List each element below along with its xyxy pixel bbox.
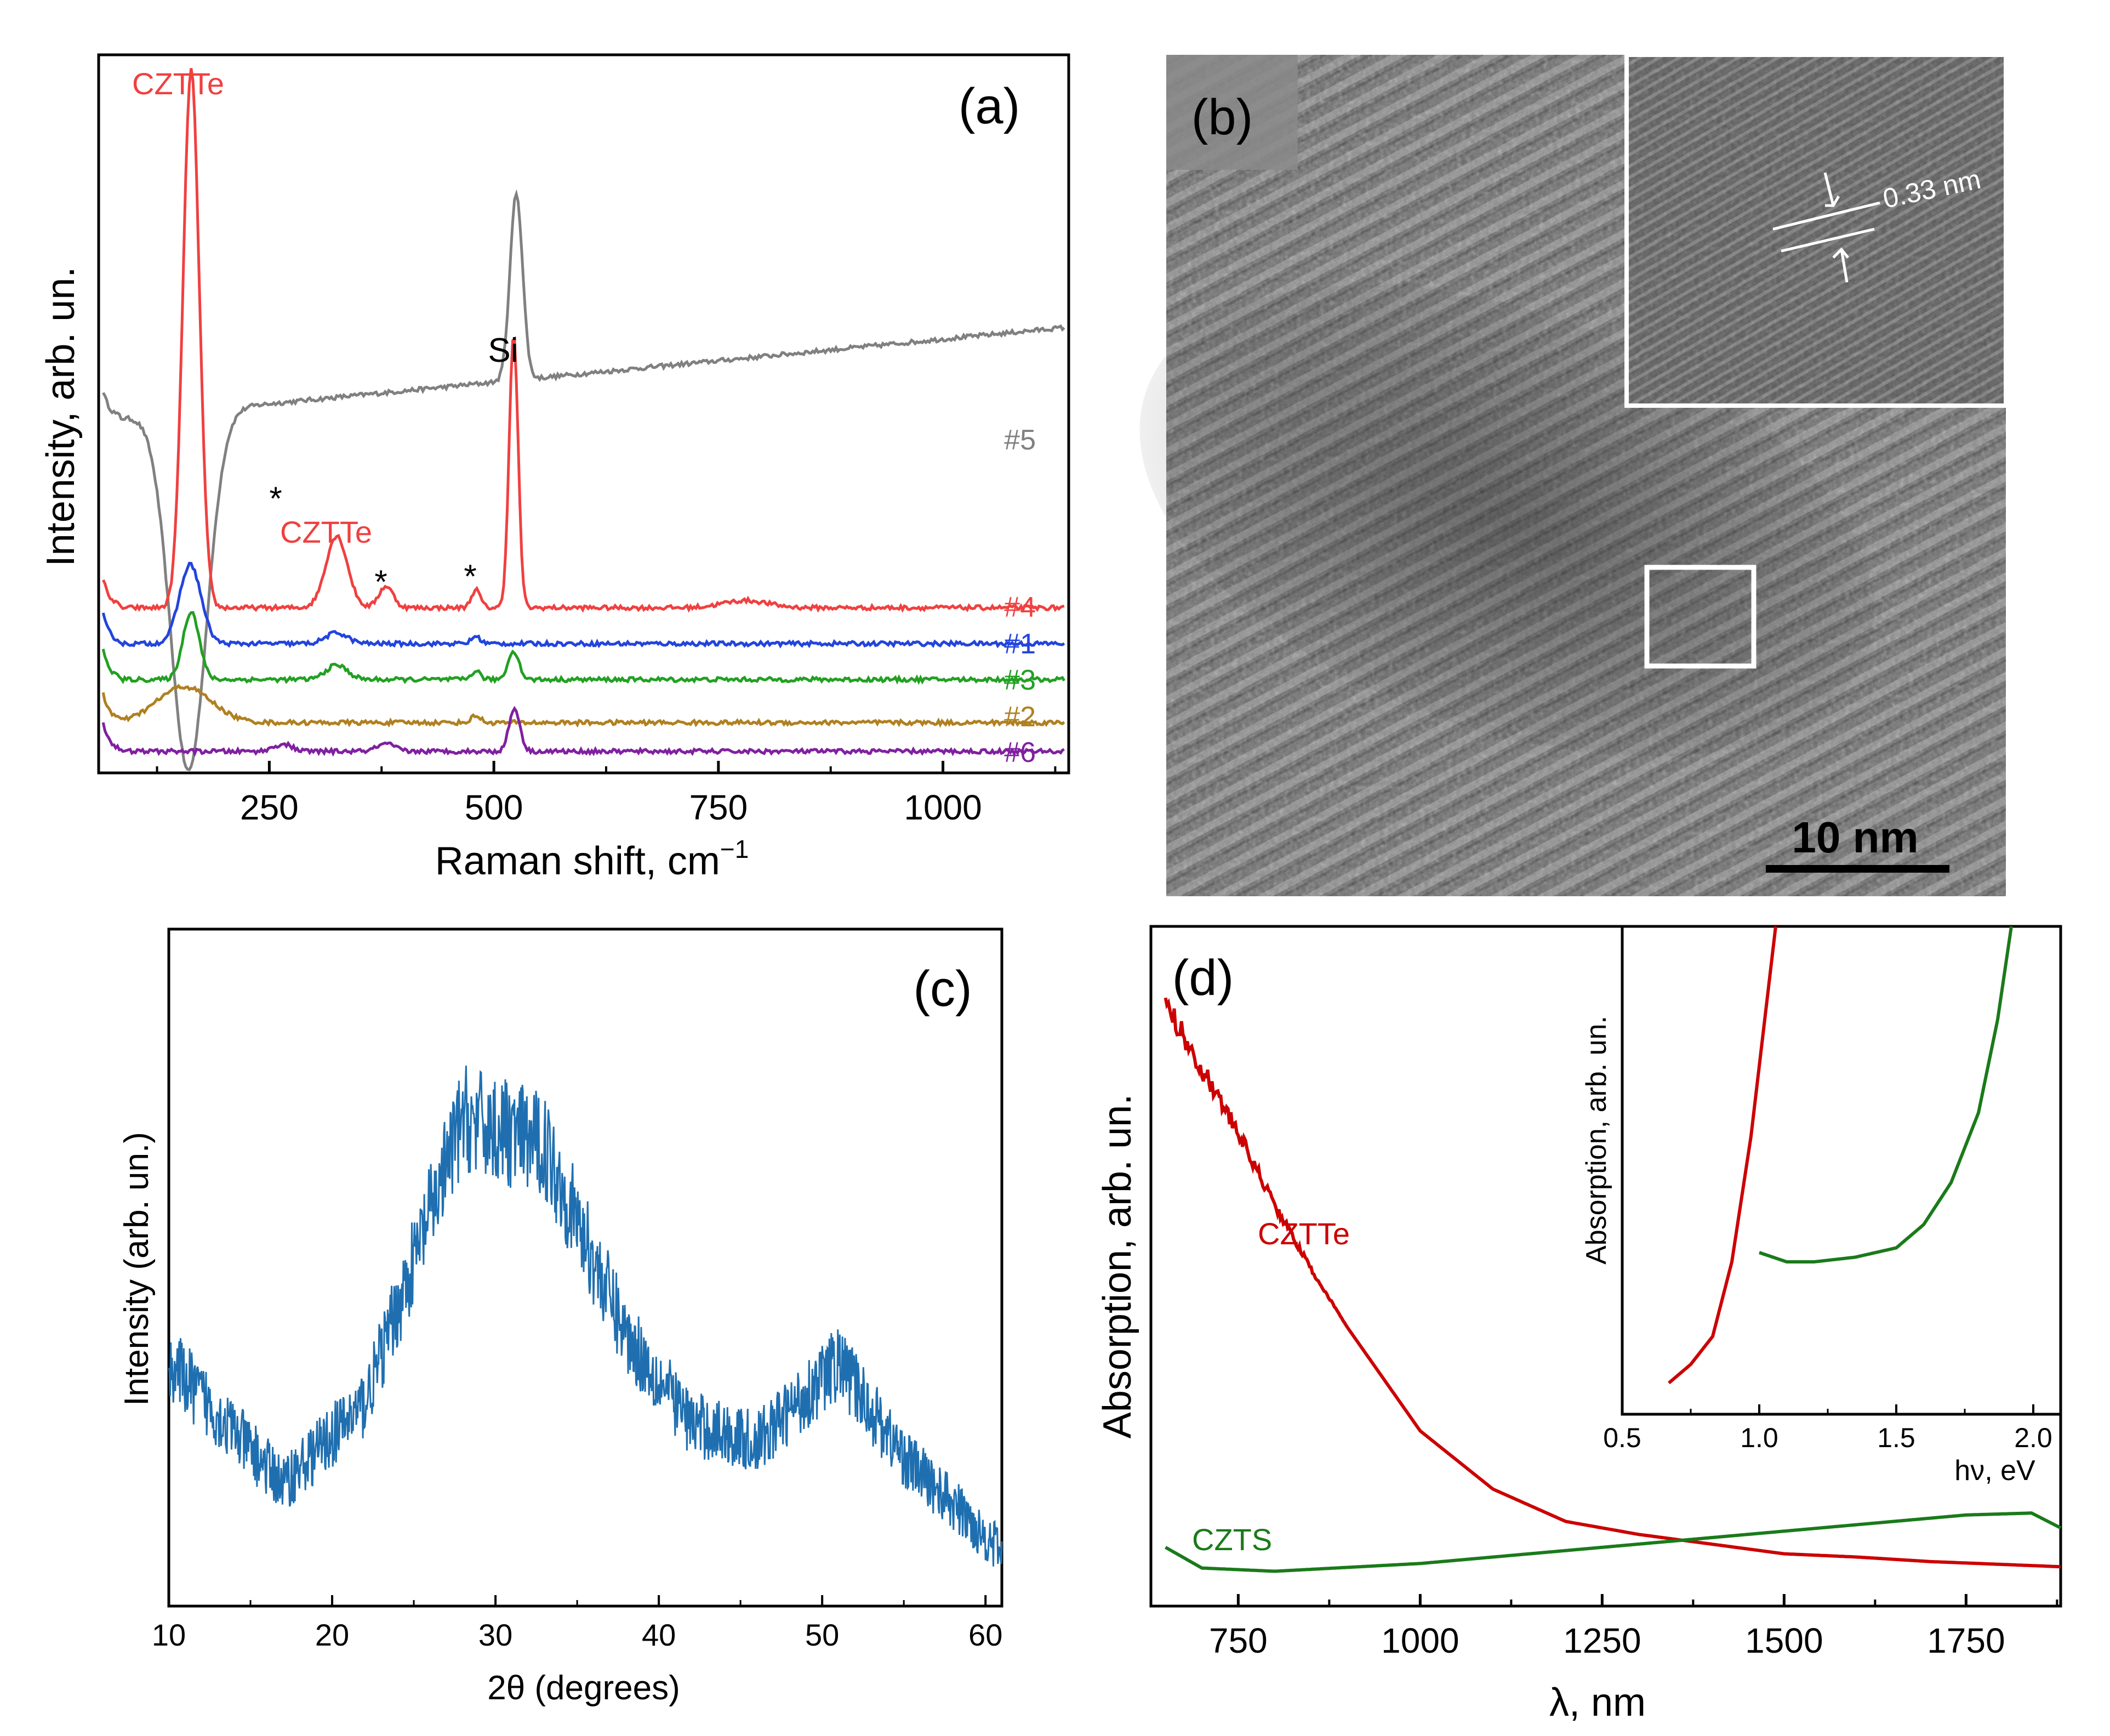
panel-d-inset-frame [1621, 925, 2062, 1416]
panel-a-annot-star-1: * [269, 480, 282, 517]
panel-d-tick-label-1750: 1750 [1927, 1621, 2005, 1660]
raman-series-3 [101, 611, 1065, 685]
panel-d-series [1164, 997, 2062, 1573]
panel-a-xlabel: Raman shift, cm−1 [435, 835, 749, 883]
panel-b-label: (b) [1191, 89, 1253, 145]
panel-c-tick-label-40: 40 [642, 1618, 676, 1652]
panel-a-series [101, 68, 1065, 771]
inset-series-czts [1759, 926, 2013, 1263]
panel-d-inset-xlabel: hν, eV [1954, 1455, 2035, 1487]
raman-series-5 [102, 189, 1065, 771]
inset-tick-label-2.0: 2.0 [2014, 1422, 2052, 1453]
panel-b: (b) 0.33 nm 10 nm [1139, 53, 2008, 896]
panel-d-inset-x-ticks: 0.5 1.0 1.5 2.0 [1603, 1404, 2052, 1453]
panel-a-annot-si: Si [488, 332, 518, 369]
panel-d-tick-label-750: 750 [1209, 1621, 1268, 1660]
panel-d-inset-series [1668, 926, 2013, 1385]
arrow-down-icon [1823, 172, 1840, 207]
panel-a-annot-star-2: * [374, 564, 387, 600]
inset-tick-label-0.5: 0.5 [1603, 1422, 1641, 1453]
absorption-series-czts [1165, 1511, 2062, 1573]
panel-d-ylabel: Absorption, arb. un. [1096, 1094, 1139, 1438]
panel-c-frame [167, 927, 1003, 1608]
inset-tick-label-1.0: 1.0 [1740, 1422, 1778, 1453]
panel-a-annot-czte-main: CZTTe [132, 66, 224, 101]
panel-a-annot-star-3: * [464, 558, 476, 595]
panel-c-tick-label-20: 20 [315, 1618, 349, 1652]
panel-a-label-s2: #2 [1004, 701, 1036, 733]
panel-a-annot-czte-secondary: CZTTe [280, 515, 372, 549]
panel-c-tick-label-30: 30 [478, 1618, 512, 1652]
arrow-up-icon [1832, 247, 1849, 283]
panel-c-tick-label-50: 50 [805, 1618, 839, 1652]
lattice-line-1 [1772, 201, 1880, 231]
tem-label-bg [1166, 55, 1298, 170]
panel-c-ylabel: Intensity (arb. un.) [118, 1132, 156, 1406]
panel-d-label: (d) [1172, 950, 1234, 1006]
scale-bar-label: 10 nm [1792, 813, 1918, 862]
panel-d: 750 1000 1250 1500 1750 (d) Absorption, arb.… [1096, 925, 2062, 1724]
raman-series-1 [101, 561, 1065, 649]
panel-a-x-ticks: 250 500 750 1000 [156, 761, 1057, 827]
panel-d-x-ticks: 750 1000 1250 1500 1750 [1209, 1594, 2058, 1660]
raman-series-4 [101, 68, 1065, 613]
inset-series-cztte [1668, 926, 1777, 1385]
panel-a: 250 500 750 1000 (a) Intensity, arb. un. Ra… [39, 53, 1070, 883]
panel-c-tick-label-60: 60 [968, 1618, 1002, 1652]
panel-a-label-s4: #4 [1004, 591, 1036, 623]
panel-d-xlabel: λ, nm [1549, 1681, 1646, 1724]
panel-d-inset-ylabel: Absorption, arb. un. [1581, 1016, 1612, 1265]
panel-a-tick-label-500: 500 [465, 788, 523, 827]
panel-c-label: (c) [913, 961, 972, 1017]
xrd-series [168, 1066, 1003, 1567]
panel-c-tick-label-10: 10 [152, 1618, 186, 1652]
panel-d-tick-label-1250: 1250 [1563, 1621, 1641, 1660]
panel-a-tick-label-750: 750 [689, 788, 748, 827]
tem-inset-grain [1629, 57, 2004, 403]
panel-d-tick-label-1500: 1500 [1745, 1621, 1823, 1660]
panel-a-frame [97, 53, 1070, 775]
raman-series-6 [101, 705, 1065, 757]
absorption-series-cztte [1164, 997, 2061, 1569]
panel-a-tick-label-250: 250 [240, 788, 299, 827]
panel-c: 10 20 30 40 50 60 (c) Intensity (arb. un.) 2θ… [118, 927, 1003, 1707]
raman-series-2 [101, 684, 1065, 728]
panel-a-label: (a) [959, 78, 1020, 134]
tem-selection-box [1644, 565, 1757, 669]
panel-d-label-czte: CZTTe [1258, 1216, 1350, 1251]
panel-d-label-czts: CZTS [1192, 1522, 1272, 1557]
inset-tick-label-1.5: 1.5 [1877, 1422, 1915, 1453]
panel-a-annot-star-4: * [285, 827, 286, 828]
scale-bar [1766, 865, 1949, 873]
panel-c-x-ticks: 10 20 30 40 50 60 [152, 1595, 1002, 1652]
panel-c-series [168, 1066, 1003, 1567]
panel-a-label-s5: #5 [1004, 424, 1036, 456]
panel-a-ylabel: Intensity, arb. un. [39, 267, 83, 567]
panel-d-tick-label-1000: 1000 [1381, 1621, 1459, 1660]
panel-a-label-s6: #6 [1004, 737, 1036, 769]
panel-a-label-s1: #1 [1004, 628, 1036, 660]
panel-c-xlabel: 2θ (degrees) [487, 1669, 680, 1707]
lattice-line-2 [1781, 227, 1875, 253]
panel-a-tick-label-1000: 1000 [904, 788, 982, 827]
panel-a-label-s3: #3 [1004, 664, 1036, 696]
